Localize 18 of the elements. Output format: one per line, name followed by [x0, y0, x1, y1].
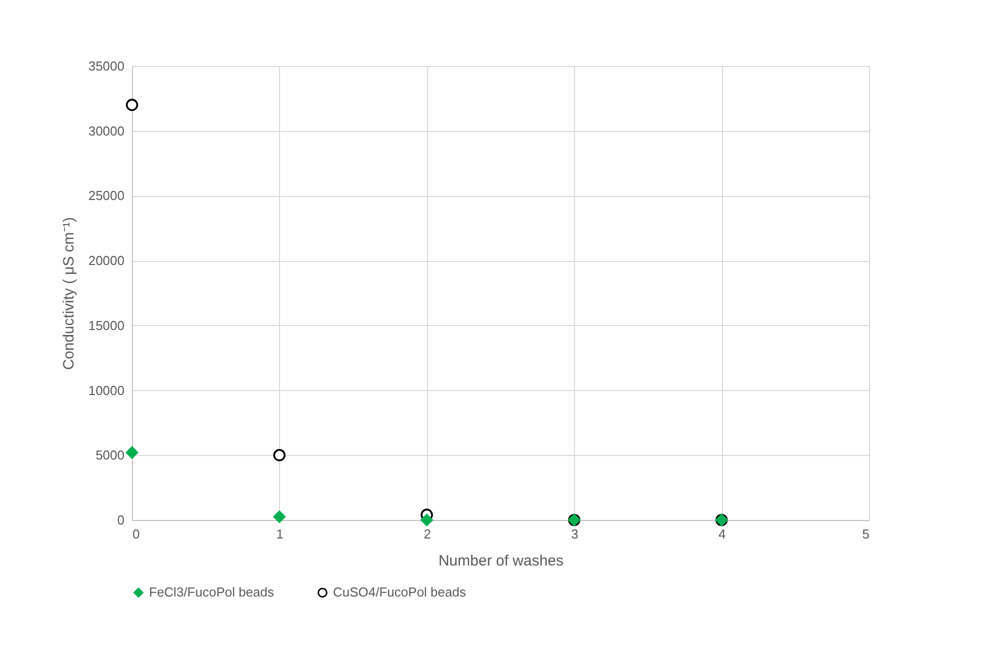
x-tick-label: 1	[276, 526, 284, 542]
x-tick-label: 4	[718, 526, 726, 542]
y-tick-label: 25000	[88, 188, 124, 204]
y-tick-label: 20000	[88, 253, 124, 268]
y-axis-title: Conductivity ( μS cm⁻¹)	[60, 217, 78, 370]
x-tick-label: 3	[571, 526, 578, 542]
legend-label: FeCl3/FucoPol beads	[149, 584, 275, 600]
x-axis-title: Number of washes	[438, 552, 564, 570]
y-tick-label: 30000	[88, 123, 124, 138]
y-tick-label: 35000	[88, 58, 124, 74]
x-tick-label: 5	[862, 526, 870, 542]
y-tick-label: 0	[117, 512, 124, 528]
y-tick-label: 15000	[88, 318, 124, 333]
legend-label: CuSO4/FucoPol beads	[333, 584, 466, 600]
x-tick-label: 0	[132, 526, 140, 542]
y-tick-label: 10000	[88, 382, 124, 398]
y-tick-label: 5000	[96, 448, 124, 463]
x-tick-label: 2	[424, 526, 431, 542]
